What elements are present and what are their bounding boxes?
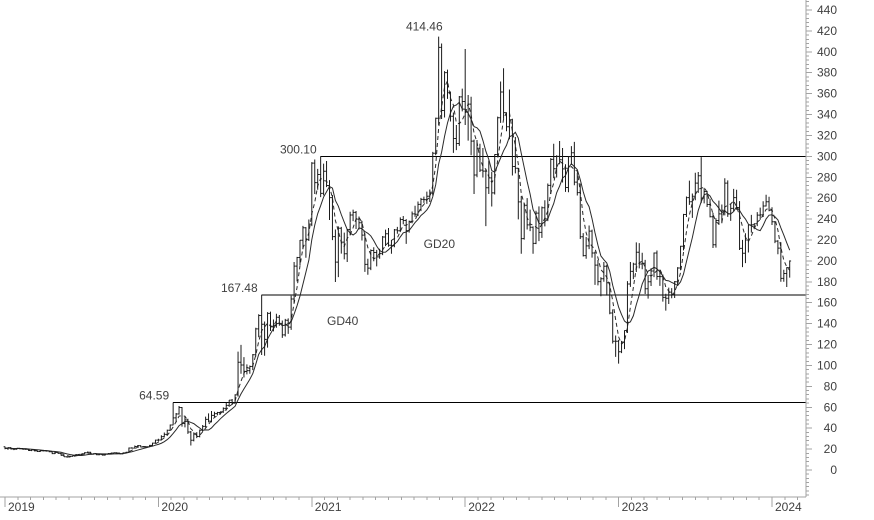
gd40-line [4, 101, 791, 457]
y-axis-label: 80 [824, 379, 838, 393]
y-axis-label: 400 [817, 45, 837, 59]
y-axis-label: 340 [817, 108, 837, 122]
y-axis-label: 160 [817, 296, 837, 310]
gd20-line [4, 79, 791, 457]
ohlc-bars [3, 36, 792, 458]
gd40-label: GD40 [327, 314, 359, 328]
y-axis-label: 140 [817, 317, 837, 331]
y-axis-label: 220 [817, 233, 837, 247]
peak-label: 414.46 [406, 20, 443, 34]
y-axis-label: 180 [817, 275, 837, 289]
level-label: 167.48 [221, 281, 258, 295]
y-axis-label: 380 [817, 66, 837, 80]
y-axis-label: 60 [824, 400, 838, 414]
x-axis-year-label: 2023 [622, 500, 649, 514]
y-axis-label: 360 [817, 87, 837, 101]
y-axis-label: 120 [817, 338, 837, 352]
level-label: 300.10 [280, 142, 317, 156]
y-axis-label: 300 [817, 149, 837, 163]
y-axis-label: 240 [817, 212, 837, 226]
y-axis-label: 320 [817, 128, 837, 142]
y-axis-label: 440 [817, 3, 837, 17]
x-axis-year-label: 2022 [468, 500, 495, 514]
y-axis-label: 200 [817, 254, 837, 268]
y-axis-label: 20 [824, 442, 838, 456]
y-axis-label: 40 [824, 421, 838, 435]
x-axis-year-label: 2024 [775, 500, 802, 514]
gd20-label: GD20 [424, 237, 456, 251]
x-axis-year-label: 2020 [161, 500, 188, 514]
y-axis-label: 420 [817, 24, 837, 38]
x-axis-year-label: 2019 [8, 500, 35, 514]
x-axis-year-label: 2021 [315, 500, 342, 514]
y-axis-label: 280 [817, 170, 837, 184]
y-axis-label: 260 [817, 191, 837, 205]
level-label: 64.59 [139, 388, 169, 402]
y-axis-label: 100 [817, 358, 837, 372]
y-axis-label: 0 [830, 463, 837, 477]
